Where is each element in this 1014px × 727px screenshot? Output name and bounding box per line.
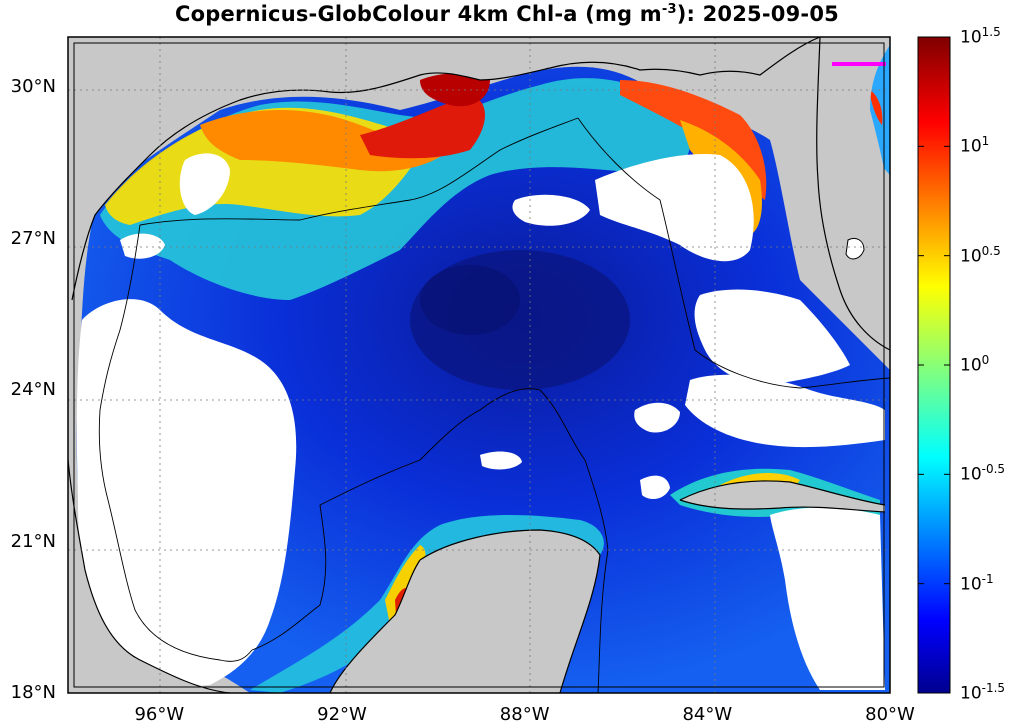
no-data-regions	[76, 153, 885, 690]
eez-boundaries	[98, 117, 890, 693]
colorbar-tick-label: 10-0.5	[960, 462, 1006, 485]
cuba-land	[680, 480, 885, 512]
graticule	[68, 37, 890, 693]
yucatan-land	[330, 530, 600, 693]
lat-tick-label: 27°N	[10, 227, 56, 249]
colorbar-tick-label: 100.5	[960, 243, 1001, 267]
map-title: Copernicus-GlobColour 4km Chl-a (mg m-3)…	[175, 2, 839, 26]
lon-tick-label: 84°W	[682, 704, 733, 725]
colorbar-tick-label: 101	[960, 134, 990, 157]
colorbar-tick-label: 100	[960, 353, 990, 376]
map-inner-frame	[73, 42, 885, 688]
lon-tick-label: 80°W	[865, 704, 915, 725]
lat-tick-label: 30°N	[10, 76, 56, 98]
lon-tick-label: 92°W	[317, 704, 367, 725]
florida-land	[816, 37, 890, 350]
us-land	[68, 37, 820, 310]
lat-tick-label: 21°N	[10, 530, 56, 552]
lon-tick-label: 88°W	[499, 704, 550, 725]
lat-tick-label: 24°N	[10, 379, 56, 401]
lon-tick-label: 96°W	[134, 704, 185, 725]
colorbar-tick-label: 10-1	[960, 571, 994, 595]
colorbar-tick-label: 101.5	[960, 25, 1001, 48]
colorbar-tick-label: 10-1.5	[960, 681, 1006, 704]
coastlines	[68, 37, 890, 693]
lat-tick-label: 18°N	[10, 682, 56, 703]
map-frame	[67, 36, 891, 694]
